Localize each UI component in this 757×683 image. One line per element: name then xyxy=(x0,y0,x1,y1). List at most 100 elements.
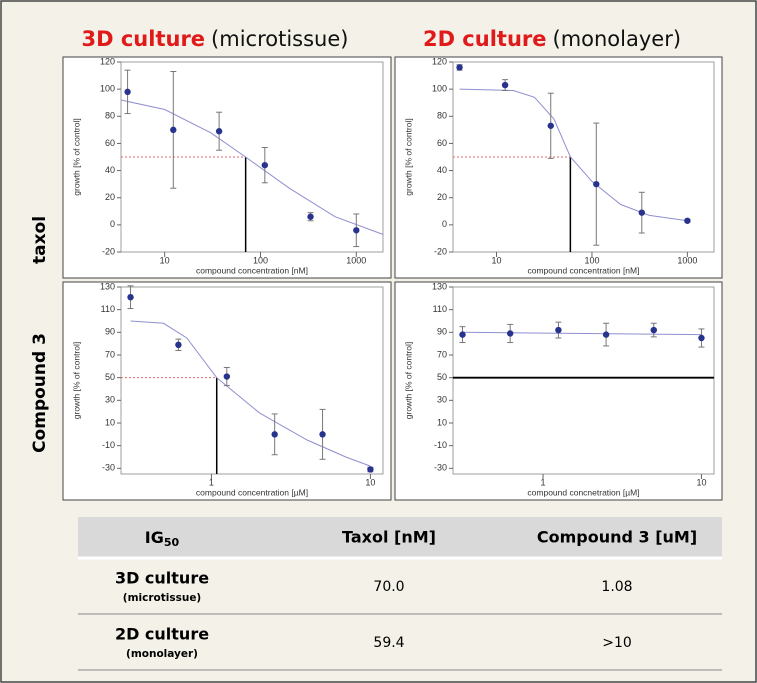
y-tick-label: 100 xyxy=(100,84,115,94)
y-tick-label: 40 xyxy=(105,165,115,175)
y-tick-label: 10 xyxy=(105,417,115,427)
y-tick-label: 120 xyxy=(100,56,115,66)
column-header: 2D culture (monolayer) xyxy=(423,27,681,51)
y-tick-label: 30 xyxy=(105,395,115,405)
y-tick-label: 20 xyxy=(437,192,447,202)
y-tick-label: 110 xyxy=(433,304,447,314)
x-tick-label: 10 xyxy=(160,255,170,265)
y-tick-label: 50 xyxy=(437,372,447,382)
y-tick-label: 120 xyxy=(432,56,447,66)
data-point xyxy=(261,161,269,169)
y-tick-label: 70 xyxy=(437,349,447,359)
panel xyxy=(394,281,723,501)
cell: 59.4 xyxy=(373,635,404,651)
data-point xyxy=(127,294,134,301)
column-sub: (monolayer) xyxy=(553,27,682,51)
data-point xyxy=(215,128,223,135)
data-point xyxy=(506,330,514,337)
x-axis-label: compound concentration [nM] xyxy=(528,265,640,275)
data-point xyxy=(593,180,600,188)
data-point xyxy=(271,431,278,438)
cell: 1.08 xyxy=(601,579,632,595)
header-sub: 50 xyxy=(164,536,180,549)
cell: 70.0 xyxy=(373,579,404,595)
y-tick-label: 60 xyxy=(105,138,115,148)
data-point xyxy=(170,126,177,134)
y-tick-label: 50 xyxy=(105,372,115,382)
y-tick-label: 110 xyxy=(101,304,115,314)
y-tick-label: 60 xyxy=(437,138,447,148)
table-header: Compound 3 [uM] xyxy=(537,528,697,547)
y-tick-label: 20 xyxy=(105,192,115,202)
data-point xyxy=(353,227,360,234)
panel xyxy=(394,56,723,279)
panel xyxy=(62,56,392,279)
fit-curve xyxy=(130,320,371,467)
data-point xyxy=(456,64,463,71)
data-point xyxy=(307,213,314,220)
column-name: 3D culture xyxy=(82,27,206,51)
x-axis-label: compound concentration [nM] xyxy=(196,265,308,275)
y-tick-label: 80 xyxy=(105,111,115,121)
data-point xyxy=(547,122,554,129)
row-sub: (microtissue) xyxy=(123,592,201,604)
y-tick-label: 90 xyxy=(437,327,447,337)
y-tick-label: 80 xyxy=(437,111,447,121)
y-axis-label: growth [% of control] xyxy=(403,342,413,419)
header-text: IG xyxy=(145,528,164,547)
y-tick-label: 0 xyxy=(442,219,447,229)
row-name: 3D culture xyxy=(115,569,209,588)
y-tick-label: -30 xyxy=(102,463,115,473)
data-point xyxy=(124,88,131,96)
plot-frame xyxy=(120,286,384,475)
cell: >10 xyxy=(602,635,632,651)
data-point xyxy=(684,217,691,224)
fit-curve xyxy=(462,331,702,336)
panel xyxy=(62,281,392,501)
y-tick-label: 90 xyxy=(105,327,115,337)
data-point xyxy=(555,326,562,334)
plot-frame xyxy=(452,286,715,475)
x-axis-label: compound concnetration [µM] xyxy=(527,487,639,497)
y-tick-label: 70 xyxy=(105,349,115,359)
table-header-bg xyxy=(78,517,722,557)
y-axis-label: growth [% of control] xyxy=(71,118,81,195)
x-tick-label: 10 xyxy=(696,477,706,487)
x-tick-label: 1000 xyxy=(346,255,366,265)
y-tick-label: -20 xyxy=(434,246,447,256)
y-tick-label: 40 xyxy=(437,165,447,175)
column-name: 2D culture xyxy=(423,27,547,51)
data-point xyxy=(650,326,657,334)
y-tick-label: 30 xyxy=(437,395,447,405)
y-tick-label: 130 xyxy=(432,281,447,291)
x-tick-label: 100 xyxy=(584,255,599,265)
table-header: Taxol [nM] xyxy=(342,528,436,547)
y-tick-label: -10 xyxy=(434,440,447,450)
y-axis-label: growth [% of control] xyxy=(403,118,413,195)
data-point xyxy=(175,341,182,348)
column-header: 3D culture (microtissue) xyxy=(82,27,349,51)
x-tick-label: 1 xyxy=(541,477,546,487)
data-point xyxy=(698,334,705,342)
x-tick-label: 1 xyxy=(209,477,214,487)
data-point xyxy=(319,431,326,438)
row-sub: (monolayer) xyxy=(126,648,198,660)
y-tick-label: 10 xyxy=(437,417,447,427)
column-sub: (microtissue) xyxy=(211,27,348,51)
x-tick-label: 100 xyxy=(253,255,268,265)
data-point xyxy=(367,466,374,473)
y-tick-label: -20 xyxy=(102,246,115,256)
row-label: Compound 3 xyxy=(30,333,50,453)
x-tick-label: 10 xyxy=(365,477,375,487)
y-tick-label: 100 xyxy=(432,84,447,94)
data-point xyxy=(602,331,610,338)
y-axis-label: growth [% of control] xyxy=(71,342,81,419)
y-tick-label: 130 xyxy=(100,281,115,291)
y-tick-label: 0 xyxy=(110,219,115,229)
y-tick-label: -30 xyxy=(434,463,447,473)
row-label: taxol xyxy=(30,216,50,264)
data-point xyxy=(638,209,646,216)
table-header: IG50 xyxy=(145,528,180,550)
x-tick-label: 1000 xyxy=(677,255,697,265)
